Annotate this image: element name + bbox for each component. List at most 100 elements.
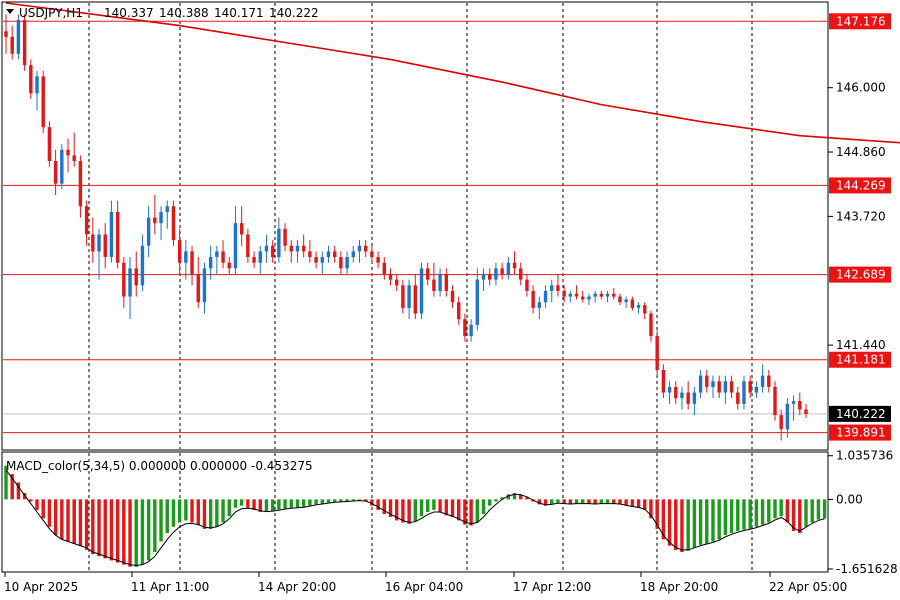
candle-body [531,290,535,308]
macd-bar [227,499,231,517]
macd-bar [308,499,312,506]
macd-bar [53,499,58,536]
macd-bar [153,499,157,553]
macd-bar [84,499,89,550]
candle-body [723,381,728,393]
macd-bar [339,499,343,502]
candle-body [475,279,480,325]
candle-body [283,228,287,246]
macd-bar [550,499,554,505]
candle-body [122,262,126,297]
candle-body [550,285,554,291]
macd-bar [394,499,399,521]
candle-body [419,268,424,314]
macd-bar [581,499,585,504]
macd-bar [345,499,349,502]
candle-body [568,293,573,297]
macd-bar [252,499,256,510]
macd-bar [60,499,64,540]
candle-body [494,268,498,280]
candle-body [748,381,752,393]
macd-bar [35,499,39,510]
macd-bar [270,499,275,512]
macd-signal-line [5,469,825,567]
candle-body [649,313,653,337]
candle-body [481,273,486,280]
macd-bar [10,474,14,500]
candle-body [450,290,455,303]
candle-body [146,217,151,246]
candle-body [345,257,349,269]
macd-bar [233,499,238,508]
macd-bar [4,465,8,500]
y-tick-label: 143.720 [836,209,886,223]
candle-body [227,262,231,269]
macd-bar [512,493,517,500]
macd-histogram [4,465,827,567]
candle-body [202,268,207,303]
candle-body [469,324,473,337]
candle-body [382,262,386,274]
candle-body [612,293,616,297]
macd-bar [72,499,76,544]
candle-body [308,251,312,258]
macd-bar [543,499,548,506]
macd-bar [475,499,480,523]
candle-body [370,251,374,258]
candle-body [742,381,746,404]
macd-bar [450,499,455,518]
candle-body [754,386,759,393]
macd-bar [246,499,250,508]
moving-average-line [5,2,900,144]
candle-body [426,268,430,280]
candle-body [326,251,331,258]
candle-body [4,31,8,37]
candle-body [314,257,318,263]
macd-bar [562,499,566,504]
current-price-tag [829,405,891,422]
candle-body [500,268,504,274]
x-tick-label: 16 Apr 04:00 [385,580,463,594]
macd-bar [171,499,176,527]
dropdown-triangle-icon[interactable] [6,9,14,14]
macd-bar [109,499,114,561]
candle-body [289,245,293,252]
candle-body [233,223,238,269]
candle-body [270,245,275,258]
candle-body [686,392,690,404]
candle-body [53,161,58,184]
macd-tick-label: 0.00 [836,492,863,506]
macd-bar [370,499,374,506]
macd-bar [506,494,511,500]
macd-bar [705,499,709,544]
candle-body [41,76,45,128]
vertical-grid [88,3,753,571]
macd-bar [779,499,783,517]
macd-bar [221,499,225,523]
candle-body [537,302,542,308]
macd-bar [748,499,752,529]
macd-bar [202,499,207,529]
candle-body [171,206,176,241]
macd-bar [401,499,405,523]
macd-bar [326,499,331,503]
level-price-tag [829,351,891,368]
macd-bar [599,499,604,504]
ohlc-open: 140.337 [104,6,154,20]
macd-axis: 1.035736 0.00 -1.651628 [828,449,898,576]
macd-bar [816,499,821,520]
macd-bar [382,499,386,515]
candle-body [519,268,523,280]
macd-bar [822,499,827,519]
macd-bar [630,499,635,507]
macd-bar [624,499,628,506]
macd-bar [791,499,796,531]
macd-bar [698,499,703,545]
macd-bar [593,499,597,504]
macd-bar [717,499,721,540]
candle-body [587,296,591,300]
candle-body [556,285,560,291]
candle-body [674,386,678,399]
macd-bar [320,499,324,504]
